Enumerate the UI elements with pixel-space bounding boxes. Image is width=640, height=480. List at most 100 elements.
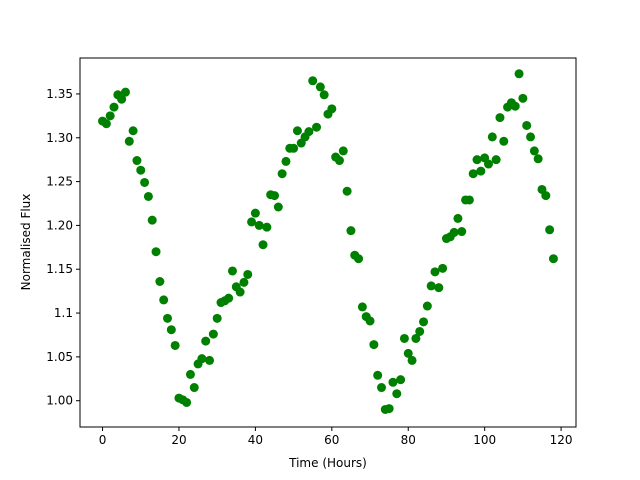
point <box>205 355 215 365</box>
point <box>495 113 505 123</box>
point <box>426 281 436 291</box>
y-tick-label: 1.20 <box>46 218 73 232</box>
point <box>407 355 417 365</box>
point <box>143 191 153 201</box>
point <box>197 354 207 364</box>
plot-frame <box>79 57 577 428</box>
point <box>464 195 474 205</box>
point <box>327 104 337 114</box>
point <box>151 247 161 257</box>
point <box>384 404 394 414</box>
point <box>354 254 364 264</box>
point <box>411 333 421 343</box>
y-axis-label: Normalised Flux <box>19 194 33 291</box>
point <box>212 313 222 323</box>
point <box>105 111 115 121</box>
point <box>136 165 146 175</box>
point <box>315 82 325 92</box>
point <box>449 227 459 237</box>
point <box>529 146 539 156</box>
y-tick-label: 1.35 <box>46 87 73 101</box>
x-tick-label: 40 <box>248 433 263 447</box>
point <box>319 90 329 100</box>
point <box>487 132 497 142</box>
point <box>308 76 318 86</box>
point <box>270 191 280 201</box>
point <box>292 126 302 136</box>
point <box>163 313 173 323</box>
point <box>526 132 536 142</box>
point <box>403 348 413 358</box>
x-tick-label: 20 <box>171 433 186 447</box>
point <box>545 225 555 235</box>
point <box>312 122 322 132</box>
point <box>334 156 344 166</box>
point <box>117 94 127 104</box>
point <box>357 302 367 312</box>
y-tick-label: 1.30 <box>46 131 73 145</box>
point <box>541 191 551 201</box>
point <box>434 283 444 293</box>
y-tick-label: 1.00 <box>46 394 73 408</box>
point <box>239 277 249 287</box>
point <box>491 155 501 165</box>
point <box>369 340 379 350</box>
point <box>510 101 520 111</box>
point <box>250 208 260 218</box>
point <box>518 93 528 103</box>
point <box>399 333 409 343</box>
point <box>430 267 440 277</box>
point <box>396 375 406 385</box>
point <box>155 277 165 287</box>
point <box>483 159 493 169</box>
point <box>185 369 195 379</box>
point <box>457 227 467 237</box>
point <box>262 222 272 232</box>
y-tick-label: 1.1 <box>54 306 73 320</box>
point <box>159 295 169 305</box>
point <box>258 240 268 250</box>
point <box>522 120 532 130</box>
point <box>254 220 264 230</box>
y-tick-label: 1.15 <box>46 262 73 276</box>
point <box>346 226 356 236</box>
y-tick-label: 1.25 <box>46 175 73 189</box>
point <box>120 87 130 97</box>
point <box>338 146 348 156</box>
point <box>289 143 299 153</box>
point <box>415 326 425 336</box>
point <box>243 269 253 279</box>
point <box>208 329 218 339</box>
x-tick-label: 120 <box>550 433 573 447</box>
point <box>124 136 134 146</box>
point <box>342 186 352 196</box>
point <box>224 293 234 303</box>
point <box>373 370 383 380</box>
x-tick-label: 0 <box>99 433 107 447</box>
point <box>128 126 138 136</box>
x-tick-label: 60 <box>324 433 339 447</box>
point <box>533 154 543 164</box>
point <box>166 325 176 335</box>
point <box>170 340 180 350</box>
point <box>132 156 142 166</box>
x-axis-label: Time (Hours) <box>288 456 367 470</box>
point <box>235 287 245 297</box>
point <box>472 155 482 165</box>
point <box>277 169 287 179</box>
point <box>247 217 257 227</box>
point <box>109 102 119 112</box>
y-tick-label: 1.05 <box>46 350 73 364</box>
point <box>365 316 375 326</box>
point <box>147 215 157 225</box>
point <box>227 266 237 276</box>
point <box>422 301 432 311</box>
point <box>453 213 463 223</box>
x-tick-label: 100 <box>473 433 496 447</box>
point <box>548 254 558 264</box>
point <box>476 166 486 176</box>
point <box>182 397 192 407</box>
point <box>101 119 111 129</box>
point <box>438 263 448 273</box>
